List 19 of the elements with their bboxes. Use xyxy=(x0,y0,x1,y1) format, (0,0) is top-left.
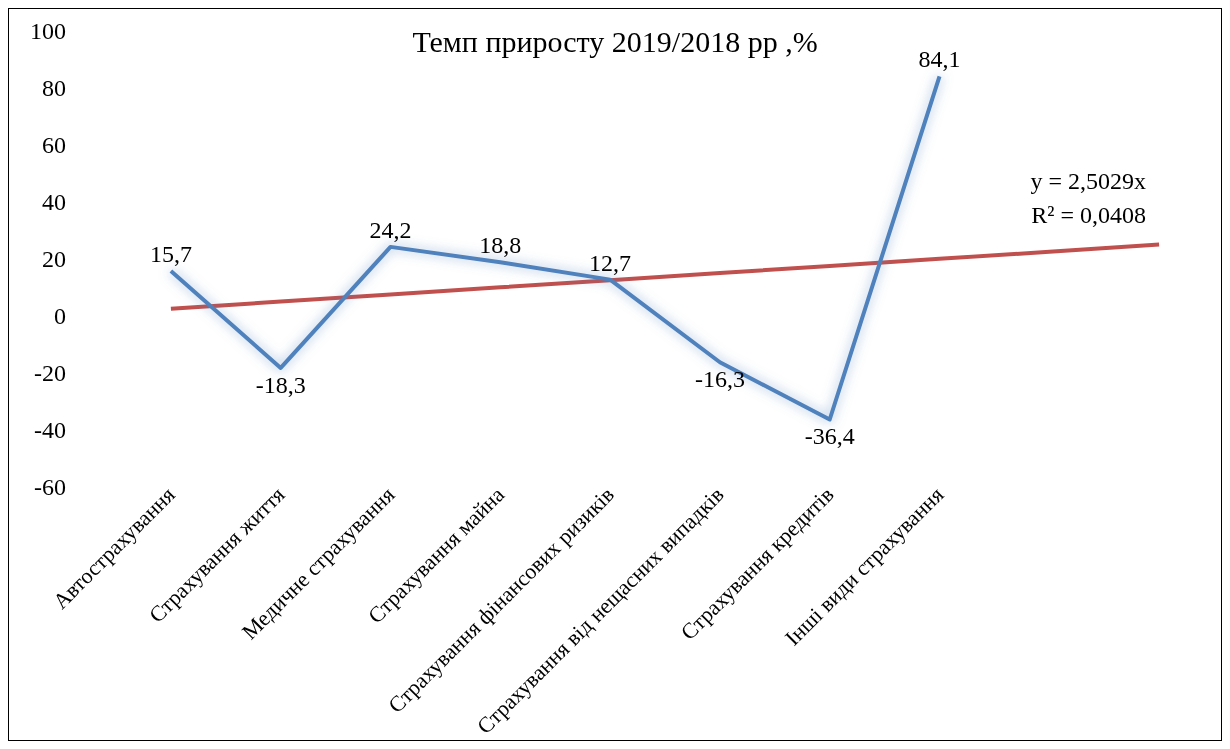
y-tick-label: -40 xyxy=(34,416,66,443)
y-tick-label: 20 xyxy=(42,245,66,272)
data-label: 18,8 xyxy=(479,232,522,259)
y-tick-label: 40 xyxy=(42,188,66,215)
chart-title: Темп приросту 2019/2018 рр ,% xyxy=(412,24,818,58)
data-label: 12,7 xyxy=(589,249,632,276)
data-label: 15,7 xyxy=(149,241,192,268)
y-tick-label: 0 xyxy=(54,302,66,329)
data-label: -16,3 xyxy=(694,366,745,393)
data-label: -36,4 xyxy=(804,423,855,450)
y-tick-label: -20 xyxy=(34,359,66,386)
y-tick-label: 100 xyxy=(30,18,66,44)
data-label: 24,2 xyxy=(369,216,412,243)
data-label: -18,3 xyxy=(255,371,306,398)
y-tick-label: 80 xyxy=(42,74,66,101)
annotation: R² = 0,0408 xyxy=(1031,202,1147,228)
annotation: y = 2,5029x xyxy=(1030,168,1147,194)
data-label: 84,1 xyxy=(918,46,961,73)
y-tick-label: 60 xyxy=(42,131,66,158)
